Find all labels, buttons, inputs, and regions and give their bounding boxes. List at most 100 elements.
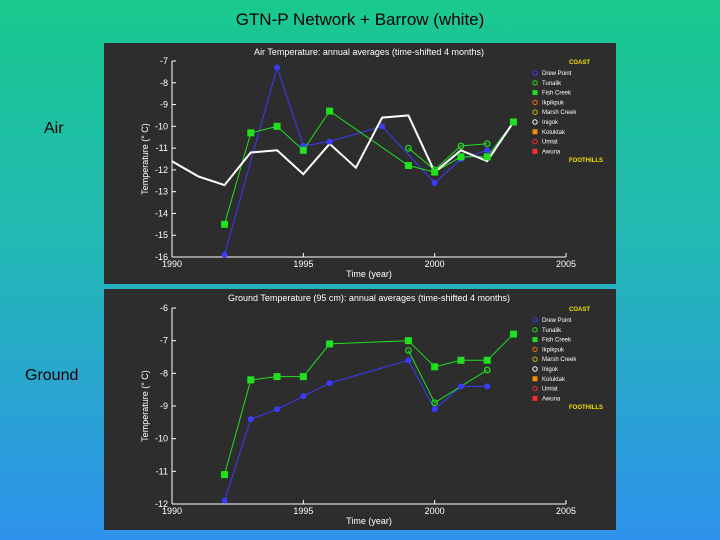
y-tick-label: -9 — [160, 401, 168, 411]
data-point-drew-point — [457, 383, 464, 390]
legend-marker — [532, 366, 538, 372]
data-point-fish-creek — [431, 363, 439, 371]
data-point-fish-creek — [299, 373, 307, 381]
legend-item-label: Marsh Creek — [542, 110, 577, 116]
data-point-drew-point — [431, 179, 438, 186]
data-point-drew-point — [326, 138, 333, 145]
y-tick-label: -7 — [160, 56, 168, 66]
legend-item-label: Inigok — [542, 367, 559, 373]
x-tick-label: 1990 — [162, 506, 182, 516]
ground-row-label: Ground — [25, 367, 79, 384]
x-axis-label: Time (year) — [346, 516, 392, 526]
data-point-fish-creek — [509, 330, 517, 338]
y-tick-label: -12 — [155, 499, 168, 509]
chart-title: Ground Temperature (95 cm): annual avera… — [228, 293, 510, 303]
x-tick-label: 1995 — [293, 506, 313, 516]
data-point-drew-point — [247, 416, 254, 423]
data-point-drew-point — [221, 251, 228, 258]
data-point-fish-creek — [273, 373, 281, 381]
data-point-tunalik — [431, 399, 439, 407]
legend-item-label: Ikpikpuk — [542, 347, 565, 353]
data-point-fish-creek — [457, 356, 465, 364]
legend-item-label: Umiat — [542, 387, 558, 393]
data-point-drew-point — [405, 357, 412, 364]
x-tick-label: 1995 — [293, 259, 313, 269]
y-axis-label: Temperature (° C) — [140, 123, 150, 195]
data-point-fish-creek — [404, 162, 412, 170]
chart-title: Air Temperature: annual averages (time-s… — [254, 47, 484, 57]
legend-marker — [532, 90, 538, 96]
legend-marker — [532, 148, 538, 154]
data-point-fish-creek — [299, 146, 307, 154]
data-point-fish-creek — [221, 220, 229, 228]
data-point-drew-point — [326, 380, 333, 387]
series-line-drew-point — [224, 65, 488, 255]
y-axis-label: Temperature (° C) — [140, 370, 150, 442]
data-point-fish-creek — [273, 122, 281, 130]
air-row-label: Air — [44, 120, 64, 137]
data-point-tunalik — [483, 140, 491, 148]
series-line-tunalik — [408, 143, 488, 171]
x-axis-label: Time (year) — [346, 269, 392, 279]
data-point-tunalik — [457, 142, 465, 150]
legend-item-label: Drew Point — [542, 318, 572, 324]
y-tick-label: -13 — [155, 187, 168, 197]
series-line-tunalik — [407, 350, 488, 404]
legend-item-label: Inigok — [542, 120, 559, 126]
y-tick-label: -10 — [155, 434, 168, 444]
legend-item-label: Fish Creek — [542, 91, 572, 97]
data-point-drew-point — [379, 123, 386, 130]
legend-item-label: Awuna — [542, 149, 561, 155]
data-point-drew-point — [300, 393, 307, 400]
data-point-fish-creek — [457, 153, 465, 161]
legend-coast-label: COAST — [569, 307, 590, 313]
legend-marker — [532, 99, 538, 106]
slide-title: GTN-P Network + Barrow (white) — [235, 10, 485, 29]
legend-marker — [532, 109, 538, 115]
legend-marker — [532, 129, 538, 135]
legend-marker — [532, 346, 538, 353]
y-tick-label: -8 — [160, 78, 168, 88]
data-point-fish-creek — [483, 356, 491, 364]
legend-marker — [532, 70, 538, 76]
x-tick-label: 1990 — [162, 259, 182, 269]
y-tick-label: -9 — [160, 100, 168, 110]
data-point-fish-creek — [247, 376, 255, 384]
y-tick-label: -12 — [155, 165, 168, 175]
x-tick-label: 2005 — [556, 259, 576, 269]
legend-foothills-label: FOOTHILLS — [569, 405, 603, 411]
data-point-tunalik — [405, 144, 412, 152]
data-point-drew-point — [274, 64, 281, 71]
data-point-fish-creek — [326, 340, 334, 348]
legend-marker — [532, 327, 538, 333]
data-point-drew-point — [221, 497, 228, 504]
legend-marker — [532, 376, 538, 382]
legend-item-label: Ikpikpuk — [542, 100, 565, 106]
data-point-fish-creek — [483, 153, 491, 161]
x-tick-label: 2005 — [556, 506, 576, 516]
y-tick-label: -14 — [155, 208, 168, 218]
x-tick-label: 2000 — [425, 259, 445, 269]
legend-marker — [532, 395, 538, 401]
y-tick-label: -8 — [160, 368, 168, 378]
y-tick-label: -10 — [155, 121, 168, 131]
legend-foothills-label: FOOTHILLS — [569, 158, 603, 164]
legend-marker — [532, 119, 538, 125]
series-line-barrow — [171, 114, 515, 187]
legend-item-label: Koluktak — [542, 130, 566, 136]
legend-item-label: Fish Creek — [542, 338, 572, 344]
legend-marker — [532, 385, 538, 392]
legend-item-label: Tunalik — [542, 328, 562, 334]
legend-item-label: Drew Point — [542, 71, 572, 77]
legend-item-label: Koluktak — [542, 377, 566, 383]
series-line-fish-creek — [224, 333, 514, 475]
y-tick-label: -11 — [156, 466, 168, 476]
data-point-drew-point — [484, 147, 491, 154]
data-point-fish-creek — [509, 118, 517, 126]
legend-marker — [532, 356, 538, 362]
legend-item-label: Tunalik — [542, 81, 562, 87]
y-tick-label: -7 — [160, 336, 168, 346]
data-point-fish-creek — [431, 168, 439, 176]
y-tick-label: -11 — [156, 143, 168, 153]
